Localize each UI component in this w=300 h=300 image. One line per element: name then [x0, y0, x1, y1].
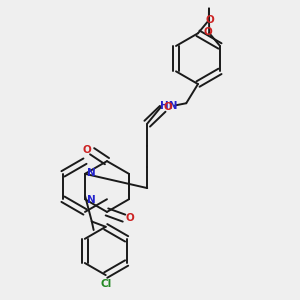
Text: O: O	[164, 102, 172, 112]
Text: O: O	[206, 15, 214, 25]
Text: O: O	[82, 145, 91, 155]
Text: HN: HN	[160, 101, 177, 111]
Text: N: N	[87, 196, 96, 206]
Text: N: N	[87, 168, 96, 178]
Text: Cl: Cl	[100, 279, 111, 289]
Text: O: O	[204, 27, 213, 37]
Text: O: O	[125, 213, 134, 223]
